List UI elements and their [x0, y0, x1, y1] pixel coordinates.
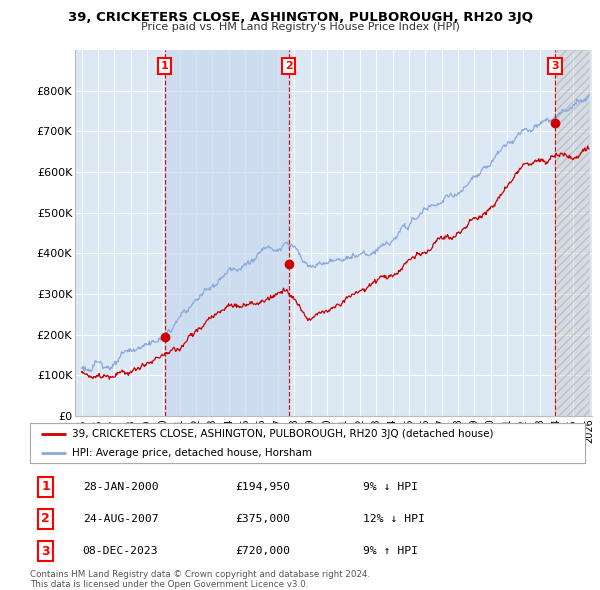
Text: 2: 2 — [41, 513, 50, 526]
Text: 3: 3 — [551, 61, 559, 71]
Text: HPI: Average price, detached house, Horsham: HPI: Average price, detached house, Hors… — [71, 448, 311, 458]
Text: 2: 2 — [285, 61, 292, 71]
Text: £375,000: £375,000 — [235, 514, 290, 524]
Text: 24-AUG-2007: 24-AUG-2007 — [83, 514, 158, 524]
Bar — [555, 50, 589, 416]
Text: 08-DEC-2023: 08-DEC-2023 — [83, 546, 158, 556]
Text: 1: 1 — [41, 480, 50, 493]
Text: 9% ↑ HPI: 9% ↑ HPI — [363, 546, 418, 556]
Text: 39, CRICKETERS CLOSE, ASHINGTON, PULBOROUGH, RH20 3JQ (detached house): 39, CRICKETERS CLOSE, ASHINGTON, PULBORO… — [71, 430, 493, 440]
Text: £720,000: £720,000 — [235, 546, 290, 556]
Text: 9% ↓ HPI: 9% ↓ HPI — [363, 481, 418, 491]
Text: £194,950: £194,950 — [235, 481, 290, 491]
Text: 12% ↓ HPI: 12% ↓ HPI — [363, 514, 425, 524]
Text: 28-JAN-2000: 28-JAN-2000 — [83, 481, 158, 491]
Text: Price paid vs. HM Land Registry's House Price Index (HPI): Price paid vs. HM Land Registry's House … — [140, 22, 460, 32]
Text: 1: 1 — [161, 61, 169, 71]
Text: Contains HM Land Registry data © Crown copyright and database right 2024.
This d: Contains HM Land Registry data © Crown c… — [30, 570, 370, 589]
Text: 39, CRICKETERS CLOSE, ASHINGTON, PULBOROUGH, RH20 3JQ: 39, CRICKETERS CLOSE, ASHINGTON, PULBORO… — [67, 11, 533, 24]
Text: 3: 3 — [41, 545, 50, 558]
Bar — [164, 50, 289, 416]
